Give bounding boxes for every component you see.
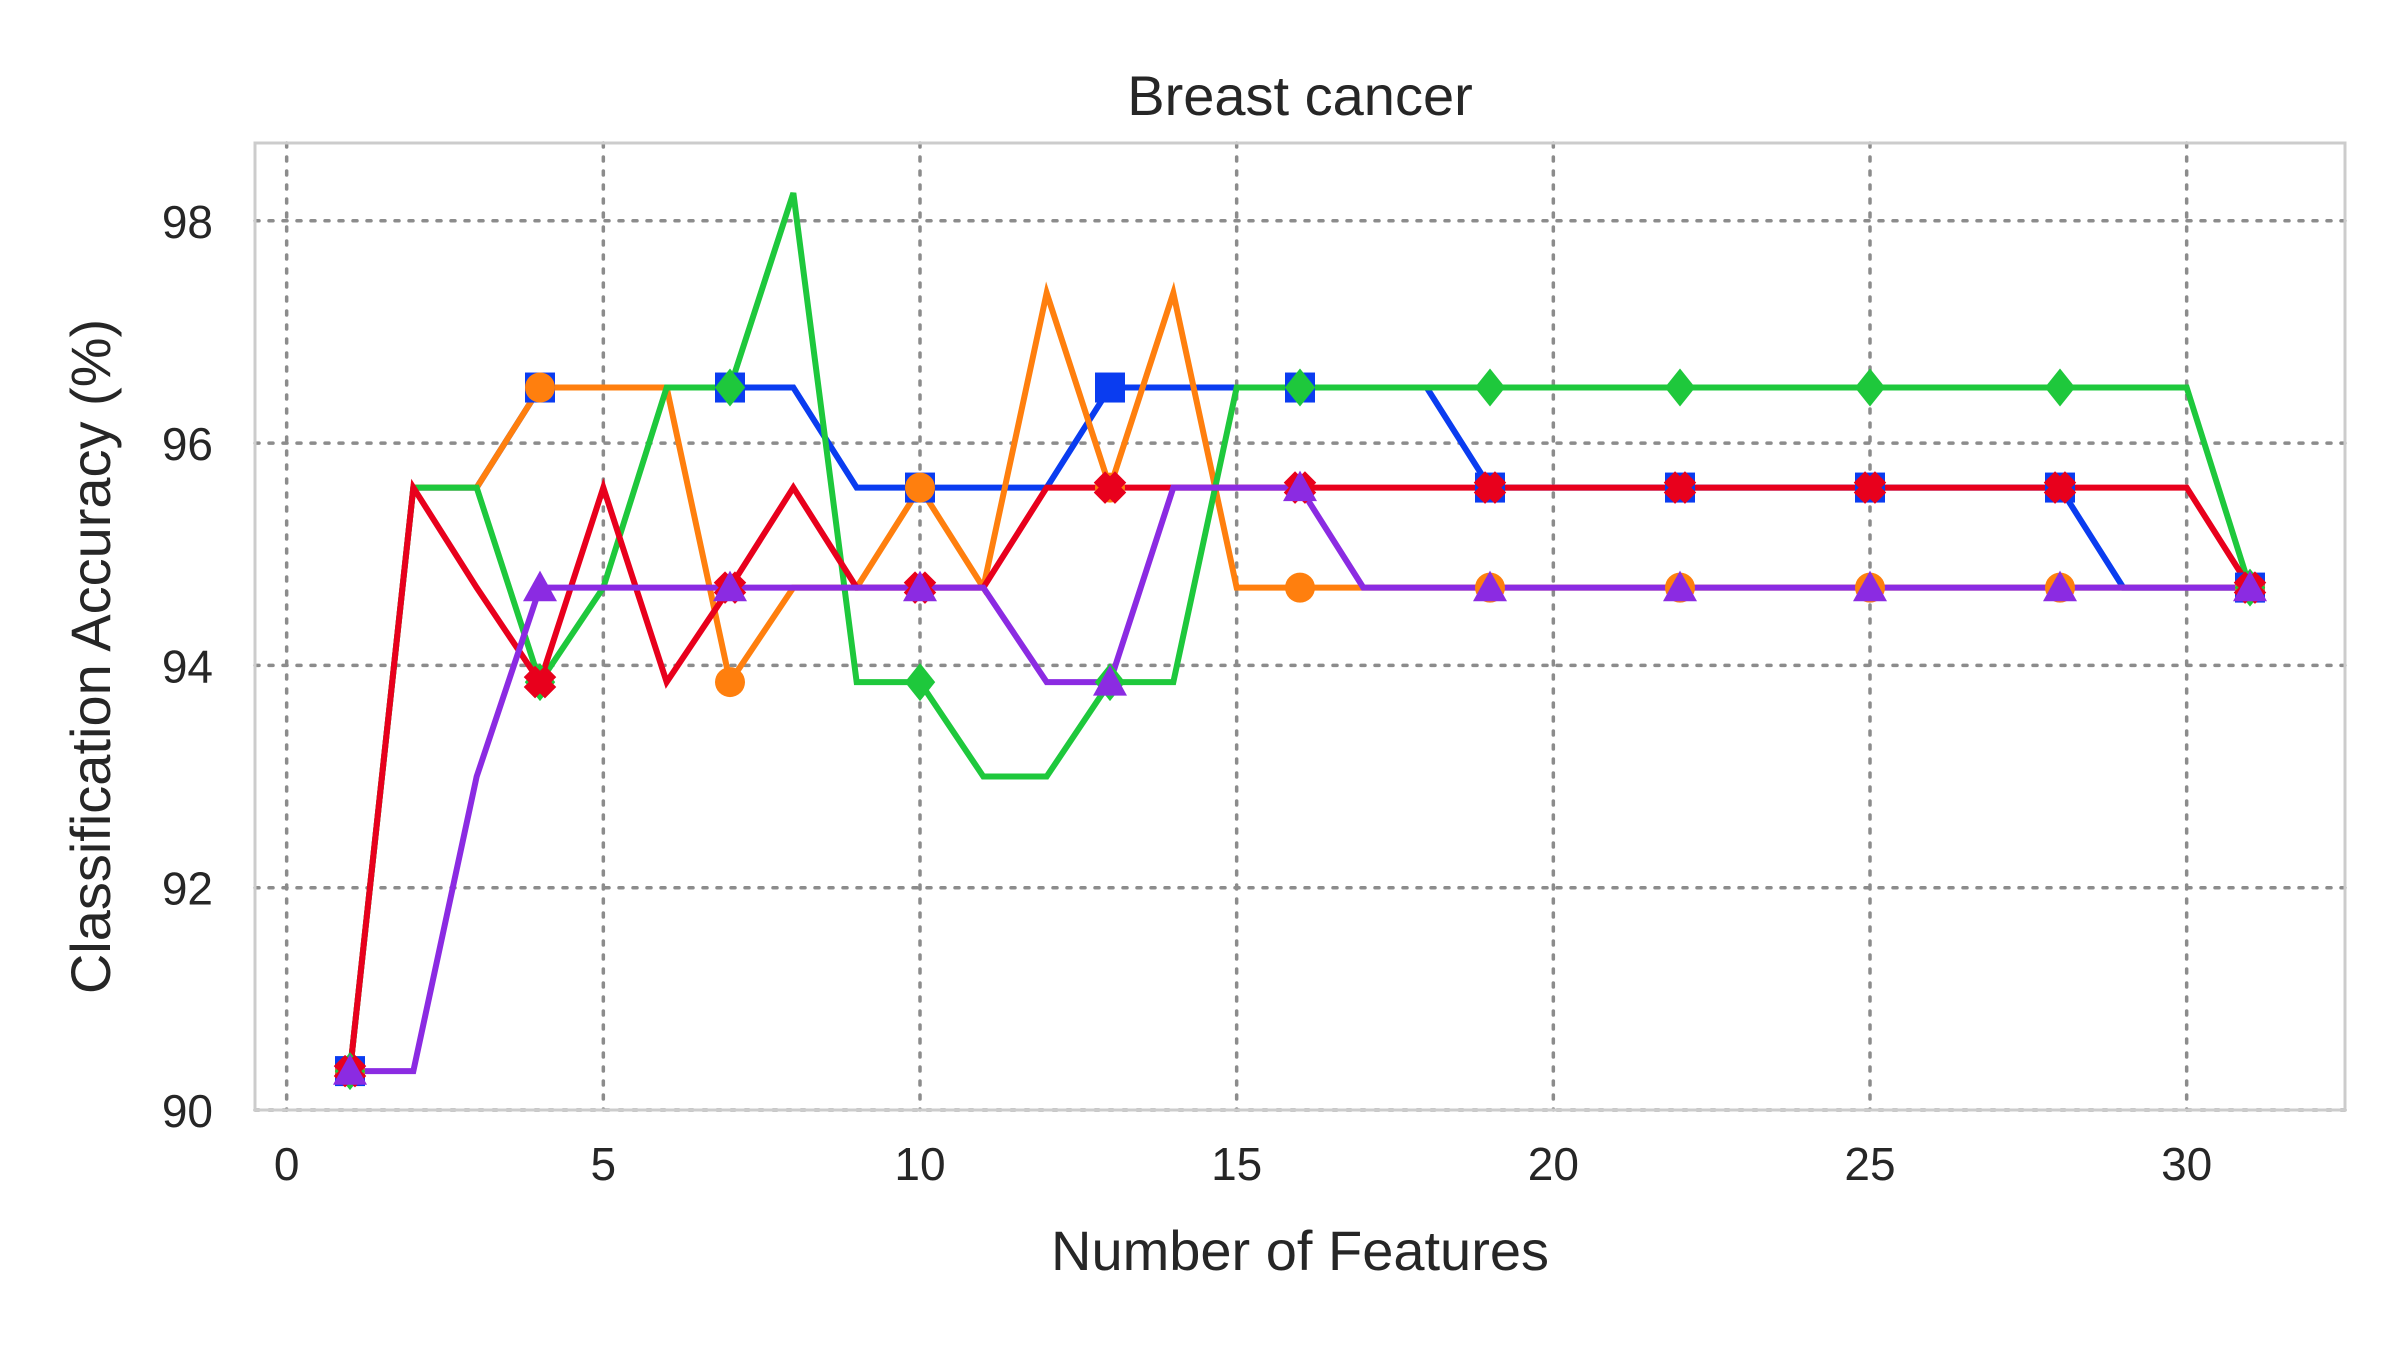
- series-marker: [523, 665, 557, 699]
- series-marker: [1663, 471, 1697, 504]
- series-marker: [1853, 570, 1887, 602]
- series-marker: [2044, 368, 2076, 407]
- series-marker: [1853, 471, 1887, 504]
- x-axis-label: Number of Features: [1051, 1219, 1549, 1282]
- series-marker: [713, 570, 747, 602]
- x-tick-label: 30: [2161, 1138, 2212, 1190]
- series-marker: [1285, 572, 1315, 603]
- y-tick-label: 94: [162, 640, 213, 692]
- y-tick-labels: 90 92 94 96 98: [162, 196, 213, 1137]
- series-marker: [904, 663, 936, 702]
- series-marker: [1854, 368, 1886, 407]
- series-marker: [525, 372, 555, 403]
- series-marker: [1473, 471, 1507, 504]
- series-marker: [1093, 665, 1127, 696]
- plot-frame: [253, 141, 2347, 1112]
- chart-title: Breast cancer: [1127, 64, 1473, 127]
- y-tick-label: 96: [162, 418, 213, 470]
- series-markers: [333, 368, 2267, 1091]
- y-tick-label: 90: [162, 1085, 213, 1137]
- series-marker: [1473, 570, 1507, 602]
- x-tick-label: 5: [591, 1138, 617, 1190]
- x-tick-label: 10: [894, 1138, 945, 1190]
- series-marker: [1095, 372, 1125, 403]
- x-tick-labels: 0 5 10 15 20 25 30: [274, 1138, 2212, 1190]
- series-marker: [1283, 470, 1317, 502]
- series-marker: [1663, 570, 1697, 602]
- series-marker: [1664, 368, 1696, 407]
- series-marker: [2043, 570, 2077, 602]
- series-marker: [905, 472, 935, 503]
- series-marker: [715, 667, 745, 698]
- series-marker: [333, 1054, 367, 1085]
- series-marker: [523, 570, 557, 602]
- series-marker: [1474, 368, 1506, 407]
- x-tick-label: 25: [1844, 1138, 1895, 1190]
- x-tick-label: 0: [274, 1138, 300, 1190]
- y-tick-label: 92: [162, 863, 213, 915]
- series-marker: [714, 368, 746, 407]
- series-marker: [1093, 471, 1127, 504]
- y-axis-label: Classification Accuracy (%): [59, 319, 122, 994]
- y-tick-label: 98: [162, 196, 213, 248]
- series-marker: [1284, 368, 1316, 407]
- series-marker: [903, 570, 937, 602]
- series-marker: [2043, 471, 2077, 504]
- x-tick-label: 15: [1211, 1138, 1262, 1190]
- x-tick-label: 20: [1528, 1138, 1579, 1190]
- series-marker: [2233, 570, 2267, 602]
